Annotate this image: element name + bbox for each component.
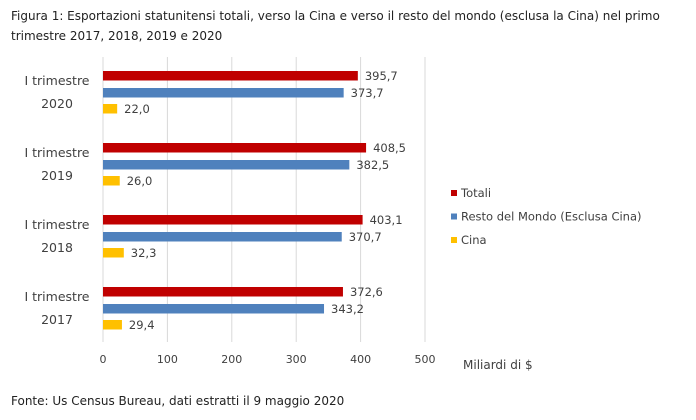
- source-note: Fonte: Us Census Bureau, dati estratti i…: [11, 394, 345, 408]
- legend-label: Totali: [460, 186, 491, 200]
- category-label-line1: I trimestre: [24, 217, 89, 232]
- legend-swatch: [451, 237, 457, 243]
- category-label-line1: I trimestre: [24, 289, 89, 304]
- x-tick-label: 200: [221, 353, 242, 366]
- data-label: 408,5: [373, 141, 406, 155]
- x-tick-label: 0: [100, 353, 107, 366]
- bar-cina: [103, 248, 124, 258]
- bar-totali: [103, 143, 367, 153]
- bar-totali: [103, 287, 343, 297]
- category-label-line2: 2017: [41, 312, 73, 327]
- data-label: 395,7: [365, 69, 398, 83]
- data-label: 382,5: [356, 158, 389, 172]
- chart-title: Figura 1: Esportazioni statunitensi tota…: [11, 9, 660, 43]
- data-label: 22,0: [124, 102, 150, 116]
- category-label-line2: 2019: [41, 168, 73, 183]
- bar-resto: [103, 232, 342, 242]
- x-tick-label: 400: [350, 353, 371, 366]
- data-label: 373,7: [351, 86, 384, 100]
- bar-cina: [103, 176, 120, 186]
- x-axis-label: Miliardi di $: [463, 358, 533, 372]
- x-tick-label: 500: [415, 353, 436, 366]
- bar-totali: [103, 215, 363, 225]
- data-label: 26,0: [127, 174, 153, 188]
- data-label: 343,2: [331, 302, 364, 316]
- bar-resto: [103, 160, 350, 170]
- data-label: 370,7: [349, 230, 382, 244]
- data-label: 29,4: [129, 318, 155, 332]
- x-tick-label: 100: [157, 353, 178, 366]
- category-label-line2: 2018: [41, 240, 73, 255]
- bar-resto: [103, 88, 344, 98]
- data-label: 403,1: [370, 213, 403, 227]
- category-label-line2: 2020: [41, 96, 73, 111]
- bar-resto: [103, 304, 325, 314]
- legend-label: Resto del Mondo (Esclusa Cina): [461, 210, 642, 224]
- bar-cina: [103, 104, 118, 114]
- legend-swatch: [451, 213, 457, 220]
- legend-label: Cina: [461, 233, 487, 247]
- category-label-line1: I trimestre: [24, 73, 89, 88]
- legend-swatch: [451, 190, 457, 196]
- x-tick-label: 300: [286, 353, 307, 366]
- bar-totali: [103, 71, 358, 81]
- data-label: 372,6: [350, 285, 383, 299]
- bar-cina: [103, 320, 122, 330]
- data-label: 32,3: [131, 246, 157, 260]
- category-label-line1: I trimestre: [24, 145, 89, 160]
